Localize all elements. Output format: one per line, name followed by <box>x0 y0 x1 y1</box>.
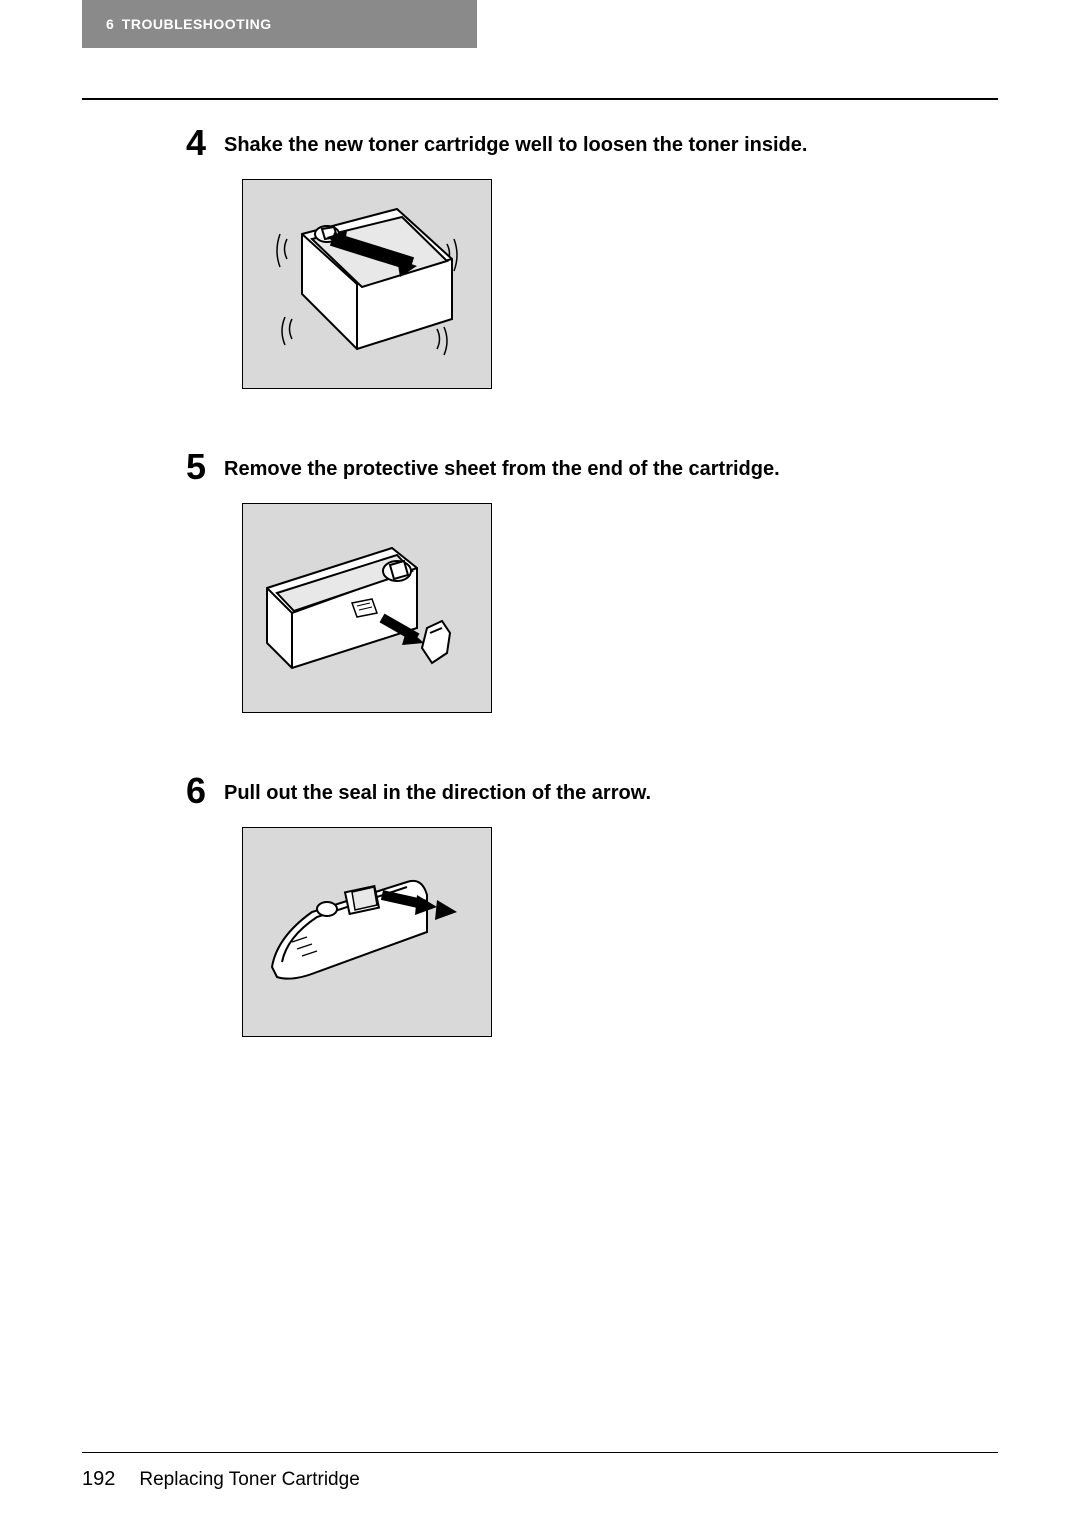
step-title: Pull out the seal in the direction of th… <box>224 773 651 807</box>
illustration-pull-seal <box>242 827 492 1037</box>
footer-section-title: Replacing Toner Cartridge <box>139 1469 359 1491</box>
step-number: 6 <box>186 773 210 809</box>
chapter-header: 6 TROUBLESHOOTING <box>82 0 477 48</box>
page-number: 192 <box>82 1468 115 1491</box>
step-number: 5 <box>186 449 210 485</box>
step-6: 6 Pull out the seal in the direction of … <box>186 773 998 1037</box>
top-divider <box>82 98 998 100</box>
cartridge-seal-icon <box>252 837 482 1027</box>
illustration-shake-cartridge <box>242 179 492 389</box>
footer-divider <box>82 1452 998 1453</box>
illustration-remove-sheet <box>242 503 492 713</box>
step-header: 5 Remove the protective sheet from the e… <box>186 449 998 485</box>
cartridge-shake-icon <box>252 189 482 379</box>
step-title: Remove the protective sheet from the end… <box>224 449 780 483</box>
chapter-title: TROUBLESHOOTING <box>122 16 272 32</box>
cartridge-sheet-icon <box>252 513 482 703</box>
step-title: Shake the new toner cartridge well to lo… <box>224 125 807 159</box>
step-5: 5 Remove the protective sheet from the e… <box>186 449 998 713</box>
chapter-number: 6 <box>106 16 114 32</box>
step-4: 4 Shake the new toner cartridge well to … <box>186 125 998 389</box>
step-header: 6 Pull out the seal in the direction of … <box>186 773 998 809</box>
page-footer: 192 Replacing Toner Cartridge <box>82 1468 360 1491</box>
content-area: 4 Shake the new toner cartridge well to … <box>186 115 998 1077</box>
step-header: 4 Shake the new toner cartridge well to … <box>186 125 998 161</box>
step-number: 4 <box>186 125 210 161</box>
